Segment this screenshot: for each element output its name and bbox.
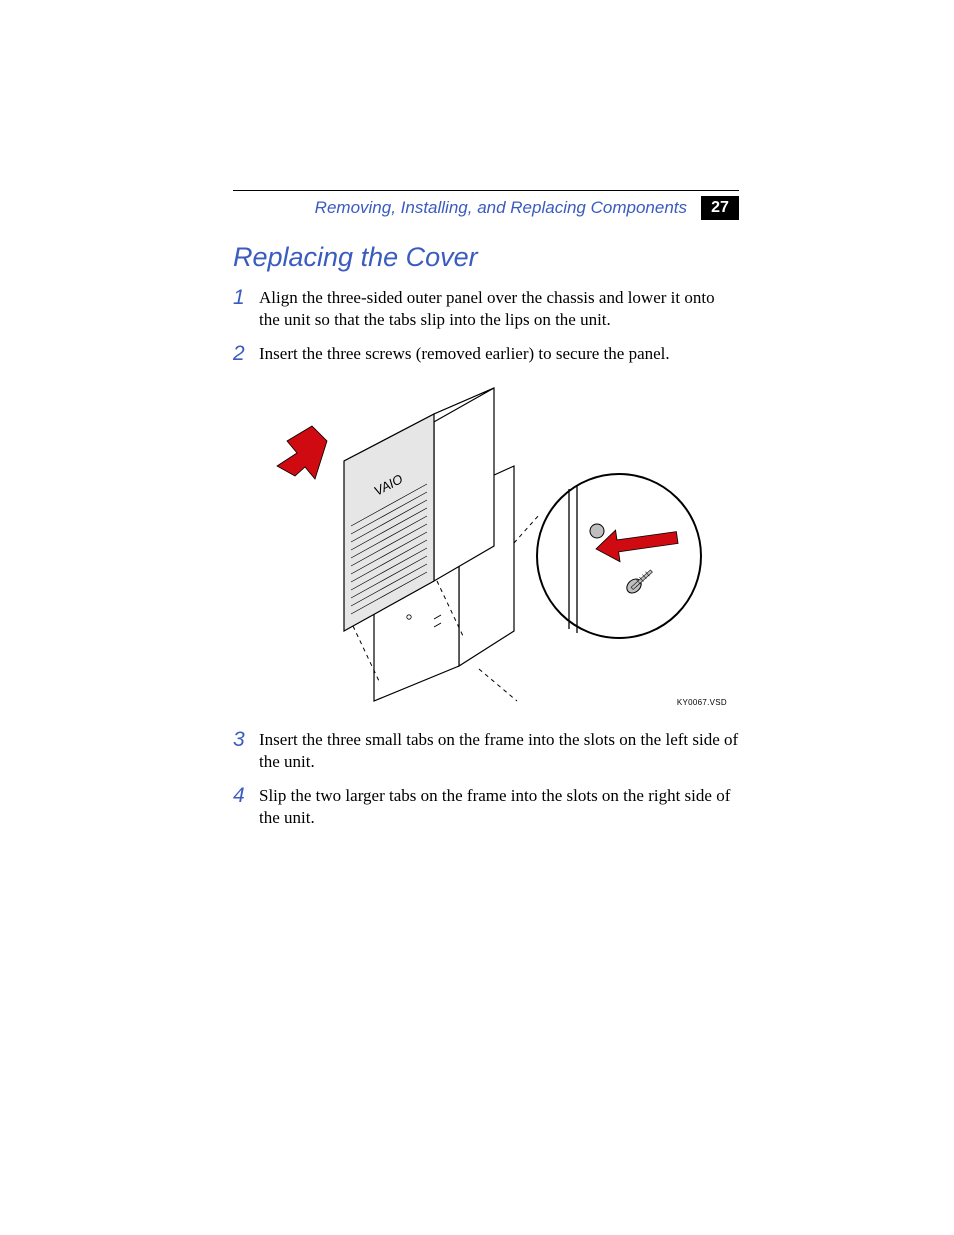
step-text: Insert the three screws (removed earlier… [259, 343, 739, 365]
figure-caption: KY0067.VSD [677, 698, 727, 707]
header-title: Removing, Installing, and Replacing Comp… [315, 198, 687, 218]
step-4: 4 Slip the two larger tabs on the frame … [233, 785, 739, 829]
header-rule [233, 190, 739, 191]
step-1: 1 Align the three-sided outer panel over… [233, 287, 739, 331]
step-text: Align the three-sided outer panel over t… [259, 287, 739, 331]
figure: VAIO [259, 381, 719, 711]
section-title: Replacing the Cover [233, 242, 739, 273]
step-text: Insert the three small tabs on the frame… [259, 729, 739, 773]
step-text: Slip the two larger tabs on the frame in… [259, 785, 739, 829]
place-arrow-icon [277, 426, 327, 479]
step-num: 1 [233, 287, 259, 309]
step-num: 3 [233, 729, 259, 751]
cover-diagram: VAIO [259, 381, 719, 711]
content: Replacing the Cover 1 Align the three-si… [233, 242, 739, 841]
page-number: 27 [701, 196, 739, 220]
page: Removing, Installing, and Replacing Comp… [0, 0, 954, 1235]
header-row: Removing, Installing, and Replacing Comp… [233, 196, 739, 226]
step-num: 4 [233, 785, 259, 807]
step-num: 2 [233, 343, 259, 365]
step-3: 3 Insert the three small tabs on the fra… [233, 729, 739, 773]
step-2: 2 Insert the three screws (removed earli… [233, 343, 739, 365]
